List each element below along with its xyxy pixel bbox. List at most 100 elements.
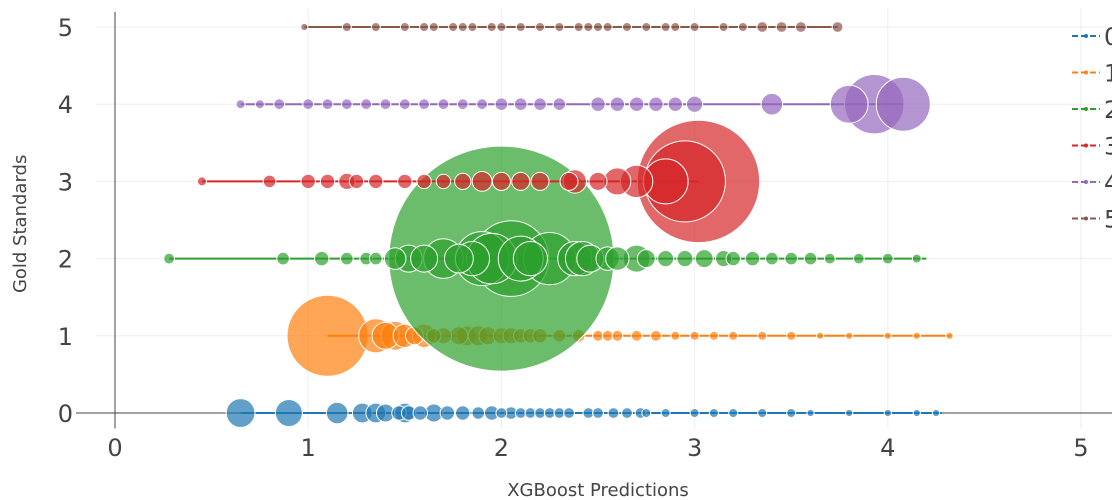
data-point[interactable] — [559, 171, 579, 191]
data-point[interactable] — [718, 22, 729, 32]
data-point[interactable] — [456, 98, 469, 111]
data-point[interactable] — [650, 329, 662, 342]
data-point[interactable] — [803, 251, 818, 266]
data-point[interactable] — [321, 98, 334, 111]
data-point[interactable] — [379, 98, 392, 111]
data-point[interactable] — [708, 330, 719, 341]
data-point[interactable] — [300, 173, 316, 190]
data-point[interactable] — [314, 250, 330, 267]
data-point[interactable] — [845, 331, 854, 340]
data-point[interactable] — [455, 405, 471, 421]
data-point[interactable] — [831, 21, 844, 33]
data-point[interactable] — [875, 76, 931, 132]
data-point[interactable] — [757, 330, 768, 341]
legend[interactable]: 0 1 2 3 4 5 — [1072, 23, 1112, 234]
data-point[interactable] — [816, 331, 825, 340]
data-point[interactable] — [340, 98, 353, 111]
data-point[interactable] — [592, 407, 604, 419]
data-point[interactable] — [486, 22, 497, 32]
data-point[interactable] — [286, 294, 369, 377]
data-point[interactable] — [686, 95, 704, 113]
data-point[interactable] — [554, 22, 565, 32]
data-point[interactable] — [428, 22, 439, 32]
data-point[interactable] — [784, 251, 799, 266]
data-point[interactable] — [563, 407, 575, 419]
data-point[interactable] — [235, 99, 246, 110]
data-point[interactable] — [583, 22, 594, 32]
data-point[interactable] — [737, 22, 748, 32]
data-point[interactable] — [641, 408, 652, 418]
data-point[interactable] — [602, 22, 613, 32]
data-point[interactable] — [443, 243, 474, 274]
data-point[interactable] — [416, 173, 432, 190]
data-point[interactable] — [757, 408, 768, 418]
data-point[interactable] — [496, 22, 507, 32]
data-point[interactable] — [471, 171, 493, 192]
data-point[interactable] — [660, 408, 671, 418]
data-point[interactable] — [419, 22, 430, 32]
data-point[interactable] — [225, 398, 256, 428]
data-point[interactable] — [348, 173, 365, 190]
data-point[interactable] — [641, 22, 652, 32]
data-point[interactable] — [648, 96, 664, 112]
data-point[interactable] — [806, 408, 815, 418]
data-point[interactable] — [418, 98, 431, 111]
data-point[interactable] — [325, 401, 349, 425]
data-point[interactable] — [932, 408, 941, 418]
data-point[interactable] — [660, 22, 671, 32]
legend-item-2[interactable]: 2 — [1072, 96, 1112, 124]
data-point[interactable] — [603, 167, 632, 196]
data-point[interactable] — [689, 408, 700, 418]
data-point[interactable] — [694, 249, 714, 269]
data-point[interactable] — [397, 173, 413, 190]
data-point[interactable] — [530, 171, 550, 191]
legend-item-0[interactable]: 0 — [1072, 23, 1112, 51]
data-point[interactable] — [823, 252, 836, 265]
data-point[interactable] — [708, 408, 719, 418]
data-point[interactable] — [533, 97, 547, 111]
data-point[interactable] — [621, 22, 632, 32]
data-point[interactable] — [552, 97, 567, 111]
data-point[interactable] — [628, 96, 645, 112]
data-point[interactable] — [845, 408, 854, 418]
data-point[interactable] — [513, 97, 528, 111]
data-point[interactable] — [535, 22, 546, 32]
data-point[interactable] — [369, 251, 383, 266]
data-point[interactable] — [786, 408, 797, 418]
data-point[interactable] — [775, 21, 788, 33]
data-point[interactable] — [435, 173, 452, 190]
data-point[interactable] — [829, 84, 869, 124]
data-point[interactable] — [454, 172, 472, 190]
data-point[interactable] — [945, 331, 954, 340]
data-point[interactable] — [254, 99, 265, 110]
data-point[interactable] — [607, 407, 620, 419]
data-point[interactable] — [448, 22, 459, 32]
data-point[interactable] — [676, 250, 694, 268]
data-point[interactable] — [657, 250, 675, 268]
data-point[interactable] — [341, 22, 352, 32]
data-point[interactable] — [756, 21, 769, 33]
data-point[interactable] — [911, 253, 922, 264]
data-point[interactable] — [495, 407, 508, 419]
data-point[interactable] — [410, 244, 439, 273]
data-point[interactable] — [163, 252, 175, 265]
data-point[interactable] — [196, 176, 207, 187]
data-point[interactable] — [765, 251, 779, 266]
data-point[interactable] — [912, 331, 921, 340]
data-point[interactable] — [725, 250, 741, 267]
data-point[interactable] — [670, 22, 681, 32]
data-point[interactable] — [512, 241, 548, 277]
data-point[interactable] — [302, 98, 315, 111]
data-point[interactable] — [912, 408, 921, 418]
data-point[interactable] — [491, 171, 511, 191]
data-point[interactable] — [883, 408, 892, 418]
data-point[interactable] — [630, 329, 643, 342]
data-point[interactable] — [760, 92, 784, 116]
data-point[interactable] — [636, 249, 656, 269]
data-point[interactable] — [370, 22, 381, 32]
data-point[interactable] — [319, 173, 336, 190]
data-point[interactable] — [883, 331, 892, 340]
data-point[interactable] — [368, 173, 384, 190]
data-point[interactable] — [611, 329, 624, 342]
data-point[interactable] — [360, 98, 373, 111]
